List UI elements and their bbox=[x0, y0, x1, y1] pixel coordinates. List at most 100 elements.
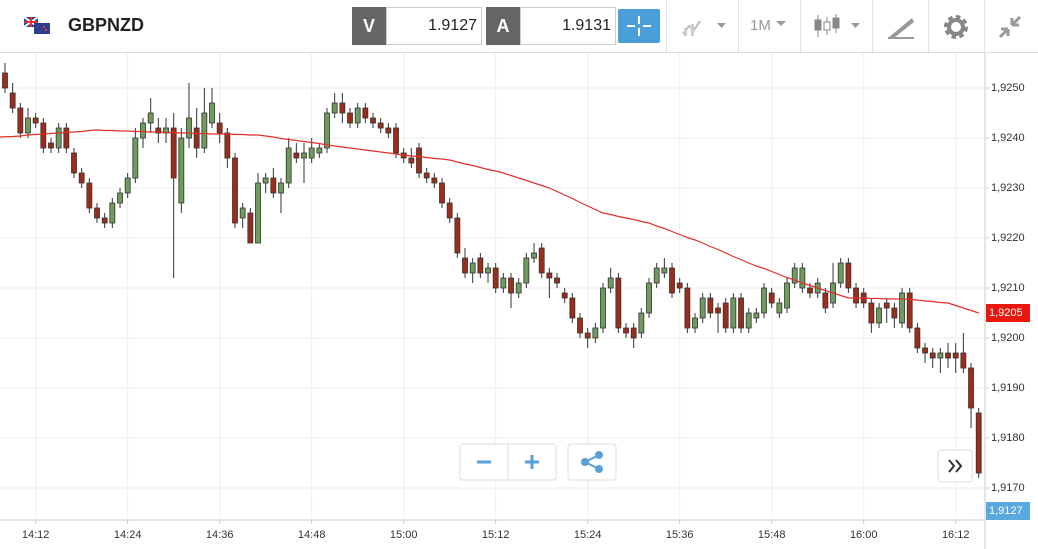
candle-body bbox=[285, 147, 292, 184]
candle-body bbox=[546, 272, 553, 279]
candle-body bbox=[423, 172, 430, 179]
candle-body bbox=[738, 297, 744, 329]
candle-body bbox=[730, 297, 737, 329]
separator bbox=[738, 0, 739, 52]
candle-body bbox=[646, 282, 652, 314]
candle-body bbox=[140, 122, 146, 139]
separator bbox=[984, 0, 985, 52]
candle-body bbox=[676, 282, 683, 289]
candle-body bbox=[699, 297, 706, 319]
candle-body bbox=[952, 352, 959, 359]
settings-button[interactable] bbox=[942, 13, 970, 41]
x-tick-label: 15:12 bbox=[482, 529, 510, 541]
y-tick-label: 1,9230 bbox=[991, 182, 1025, 194]
candle-body bbox=[577, 317, 583, 334]
x-tick-label: 14:24 bbox=[114, 529, 142, 541]
candle-body bbox=[922, 347, 928, 354]
candle-body bbox=[170, 127, 177, 179]
x-tick-label: 14:48 bbox=[298, 529, 326, 541]
ask-price[interactable]: 1.9131 bbox=[520, 7, 616, 45]
x-tick-label: 14:12 bbox=[22, 529, 50, 541]
x-tick-label: 16:12 bbox=[942, 529, 970, 541]
chevrons bbox=[948, 459, 963, 473]
candle-body bbox=[684, 287, 691, 329]
candle-body bbox=[86, 182, 93, 209]
candle-body bbox=[531, 252, 537, 259]
flag-icon bbox=[24, 17, 50, 34]
candle-body bbox=[55, 127, 62, 149]
toolbar: GBPNZD V 1.9127 A 1.9131 1M bbox=[0, 0, 1038, 53]
timeframe[interactable]: 1M bbox=[750, 17, 771, 34]
candle-body bbox=[653, 267, 660, 284]
candle-body bbox=[937, 352, 944, 359]
candle-body bbox=[469, 262, 476, 274]
candle-body bbox=[669, 267, 675, 294]
bid-price[interactable]: 1.9127 bbox=[386, 7, 482, 45]
candle-body bbox=[523, 257, 530, 284]
candle-body bbox=[339, 102, 346, 114]
separator bbox=[800, 0, 801, 52]
price-box bbox=[986, 502, 1030, 520]
candle-body bbox=[109, 202, 116, 224]
separator bbox=[928, 0, 929, 52]
x-tick-label: 15:36 bbox=[666, 529, 694, 541]
candle-body bbox=[462, 257, 468, 274]
candle-body bbox=[538, 247, 545, 274]
draw-button[interactable] bbox=[886, 14, 916, 40]
candle-body bbox=[454, 217, 461, 254]
candle-body bbox=[324, 112, 330, 149]
candle-body bbox=[515, 282, 522, 294]
zoom-in[interactable] bbox=[525, 455, 539, 469]
candle-body bbox=[630, 327, 637, 339]
candle-body bbox=[94, 207, 100, 219]
candle-body bbox=[968, 367, 974, 409]
candle-body bbox=[25, 117, 31, 134]
candle-body bbox=[308, 147, 315, 159]
candle-body bbox=[40, 122, 47, 149]
y-tick-label: 1,9190 bbox=[991, 382, 1025, 394]
ask-label[interactable]: A bbox=[486, 7, 520, 45]
share-button[interactable] bbox=[567, 443, 617, 481]
candle-body bbox=[377, 122, 384, 129]
candle-body bbox=[393, 127, 399, 154]
candle-body bbox=[692, 317, 698, 329]
chart-type-button[interactable] bbox=[682, 16, 728, 38]
candle-body bbox=[331, 102, 338, 114]
candle-body bbox=[500, 277, 507, 289]
x-tick-label: 15:24 bbox=[574, 529, 602, 541]
candle-body bbox=[63, 127, 70, 149]
candle-body bbox=[784, 282, 790, 309]
candle-body bbox=[301, 152, 307, 159]
candle-body bbox=[485, 267, 491, 274]
separator bbox=[666, 0, 667, 52]
x-tick-label: 15:00 bbox=[390, 529, 418, 541]
candle-body bbox=[776, 302, 783, 314]
candle-body bbox=[914, 327, 921, 349]
separator bbox=[872, 0, 873, 52]
candle-body bbox=[492, 267, 499, 289]
crosshair-button[interactable] bbox=[618, 9, 660, 43]
candle-body bbox=[623, 327, 629, 334]
candle-body bbox=[638, 312, 645, 334]
share-icon bbox=[581, 451, 603, 473]
bid-label[interactable]: V bbox=[352, 7, 386, 45]
candle-body bbox=[155, 127, 162, 134]
candle-body bbox=[899, 292, 905, 324]
candle-body bbox=[354, 107, 361, 124]
candle-body bbox=[868, 302, 875, 324]
candle-body bbox=[385, 127, 392, 134]
candle-body bbox=[607, 277, 614, 289]
candle-body bbox=[117, 192, 123, 204]
candle-body bbox=[293, 152, 300, 159]
candle-body bbox=[224, 132, 231, 159]
candle-body bbox=[561, 292, 568, 299]
candle-body bbox=[845, 262, 852, 289]
candle-body bbox=[883, 302, 890, 309]
candle-body bbox=[178, 137, 185, 204]
candle-body bbox=[17, 107, 24, 134]
candle-type-button[interactable] bbox=[814, 13, 862, 39]
y-tick-label: 1,9170 bbox=[991, 482, 1025, 494]
candle-body bbox=[262, 177, 269, 184]
collapse-button[interactable] bbox=[996, 13, 1024, 41]
